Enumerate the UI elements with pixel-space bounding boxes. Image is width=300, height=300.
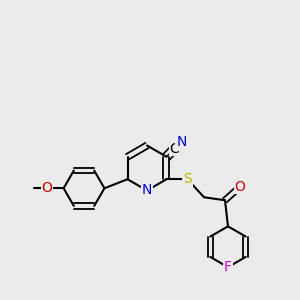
Text: F: F [224,260,232,274]
Text: O: O [42,181,52,195]
Text: N: N [142,184,152,197]
Text: C: C [170,142,179,156]
Text: N: N [176,135,187,149]
Text: O: O [235,180,245,194]
Text: S: S [183,172,192,186]
